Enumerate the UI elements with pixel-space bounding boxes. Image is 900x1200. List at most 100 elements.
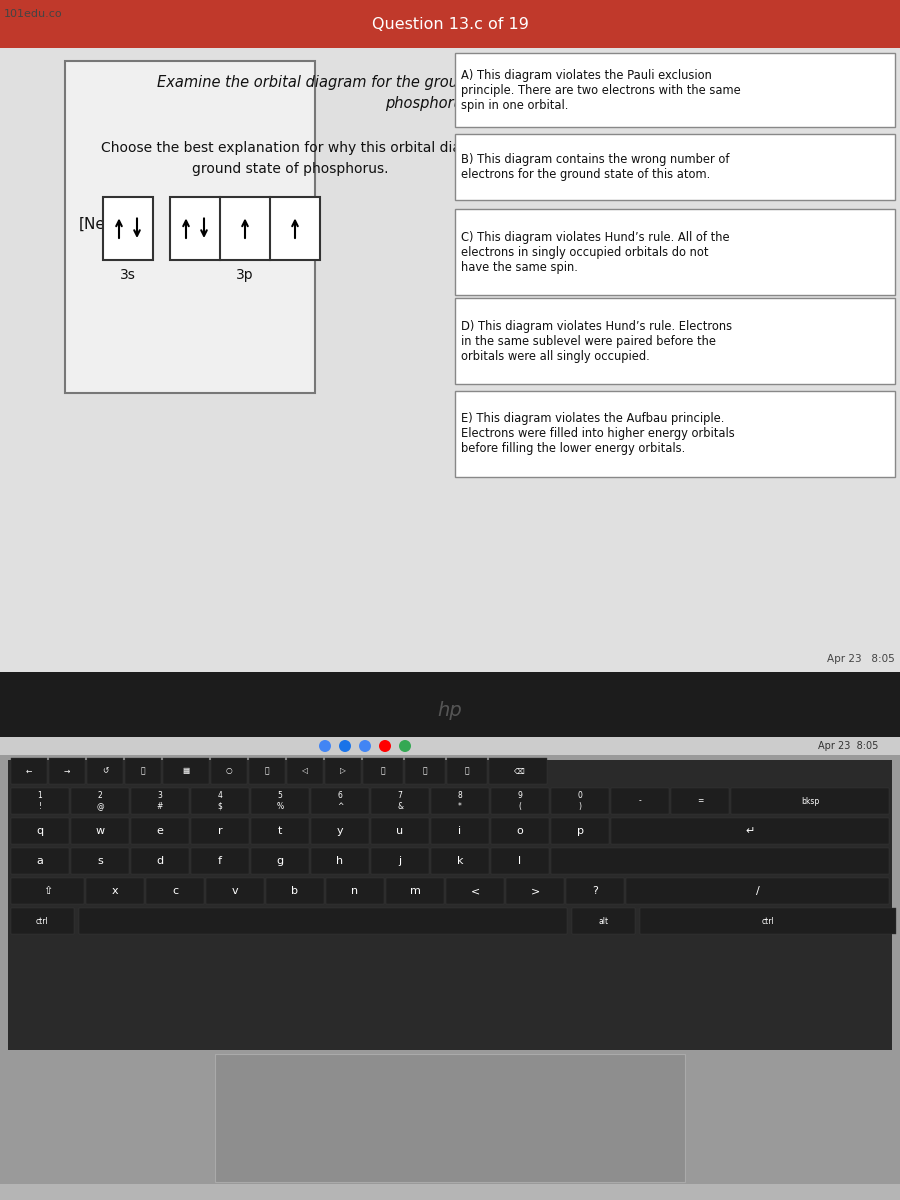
- Bar: [455, 53, 895, 127]
- Text: 3p: 3p: [236, 268, 254, 282]
- Circle shape: [319, 740, 331, 752]
- Text: -: -: [639, 797, 642, 805]
- Circle shape: [379, 740, 391, 752]
- Bar: [371, 848, 429, 874]
- Bar: [431, 848, 489, 874]
- Bar: [11, 818, 69, 844]
- Bar: [386, 878, 444, 904]
- Bar: [249, 758, 285, 784]
- Text: ↺: ↺: [102, 767, 108, 775]
- Bar: [455, 134, 895, 200]
- Bar: [431, 788, 489, 814]
- Bar: [11, 758, 47, 784]
- Bar: [371, 788, 429, 814]
- Text: B) This diagram contains the wrong number of
electrons for the ground state of t: B) This diagram contains the wrong numbe…: [461, 154, 730, 181]
- Bar: [405, 758, 445, 784]
- Text: g: g: [276, 856, 284, 866]
- Text: 4
$: 4 $: [218, 791, 222, 811]
- Bar: [11, 878, 84, 904]
- Bar: [206, 878, 264, 904]
- Text: t: t: [278, 826, 283, 836]
- Bar: [131, 818, 189, 844]
- Bar: [551, 818, 609, 844]
- Text: l: l: [518, 856, 522, 866]
- Bar: [611, 788, 669, 814]
- Bar: [626, 878, 889, 904]
- Bar: [8, 760, 892, 1050]
- Text: k: k: [456, 856, 464, 866]
- Bar: [371, 818, 429, 844]
- Bar: [251, 788, 309, 814]
- Bar: [163, 758, 209, 784]
- Bar: [266, 878, 324, 904]
- Text: >: >: [530, 886, 540, 896]
- Text: o: o: [517, 826, 524, 836]
- Text: ⌫: ⌫: [513, 767, 524, 775]
- Text: i: i: [458, 826, 462, 836]
- Text: 🔊: 🔊: [423, 767, 428, 775]
- Bar: [191, 848, 249, 874]
- Bar: [311, 788, 369, 814]
- Bar: [671, 788, 729, 814]
- Circle shape: [399, 740, 411, 752]
- Bar: [287, 758, 323, 784]
- Text: D) This diagram violates Hund’s rule. Electrons
in the same sublevel were paired: D) This diagram violates Hund’s rule. El…: [461, 319, 732, 362]
- Circle shape: [359, 740, 371, 752]
- Text: A) This diagram violates the Pauli exclusion
principle. There are two electrons : A) This diagram violates the Pauli exclu…: [461, 68, 741, 112]
- Text: Apr 23   8:05: Apr 23 8:05: [827, 654, 895, 665]
- Text: ▷: ▷: [340, 767, 346, 775]
- Text: Examine the orbital diagram for the ground state electron configuration of: Examine the orbital diagram for the grou…: [157, 74, 703, 90]
- Circle shape: [339, 740, 351, 752]
- Bar: [551, 848, 889, 874]
- Bar: [87, 758, 123, 784]
- Text: →: →: [64, 767, 70, 775]
- Bar: [489, 758, 547, 784]
- Bar: [491, 848, 549, 874]
- Text: 5
%: 5 %: [276, 791, 284, 811]
- Text: 6
^: 6 ^: [337, 791, 343, 811]
- Bar: [325, 758, 361, 784]
- Bar: [146, 878, 204, 904]
- Text: p: p: [577, 826, 583, 836]
- Text: c: c: [172, 886, 178, 896]
- Text: =: =: [697, 797, 703, 805]
- Bar: [131, 848, 189, 874]
- Bar: [79, 908, 567, 934]
- Text: Question 13.c of 19: Question 13.c of 19: [372, 17, 528, 31]
- Text: phosphorus.: phosphorus.: [385, 96, 475, 112]
- Text: h: h: [337, 856, 344, 866]
- Bar: [131, 788, 189, 814]
- Bar: [566, 878, 624, 904]
- Bar: [447, 758, 487, 784]
- Text: 🔊: 🔊: [464, 767, 469, 775]
- Text: v: v: [231, 886, 239, 896]
- Bar: [431, 818, 489, 844]
- Text: <: <: [471, 886, 480, 896]
- Bar: [326, 878, 384, 904]
- Text: ◁: ◁: [302, 767, 308, 775]
- Text: 3s: 3s: [120, 268, 136, 282]
- Bar: [731, 788, 889, 814]
- Text: alt: alt: [598, 917, 608, 925]
- Text: x: x: [112, 886, 118, 896]
- Text: j: j: [399, 856, 401, 866]
- Text: ?: ?: [592, 886, 598, 896]
- Bar: [491, 788, 549, 814]
- Text: f: f: [218, 856, 222, 866]
- Text: E) This diagram violates the Aufbau principle.
Electrons were filled into higher: E) This diagram violates the Aufbau prin…: [461, 412, 734, 455]
- Bar: [11, 908, 74, 934]
- Text: 🔉: 🔉: [381, 767, 385, 775]
- Text: s: s: [97, 856, 103, 866]
- Bar: [455, 209, 895, 295]
- Text: b: b: [292, 886, 299, 896]
- Bar: [0, 672, 900, 738]
- Bar: [311, 818, 369, 844]
- Bar: [572, 908, 635, 934]
- Bar: [363, 758, 403, 784]
- Text: 101edu.co: 101edu.co: [4, 8, 63, 19]
- Text: [Ne]: [Ne]: [79, 217, 112, 232]
- Text: ▦: ▦: [183, 767, 190, 775]
- Bar: [191, 818, 249, 844]
- Bar: [506, 878, 564, 904]
- Bar: [491, 818, 549, 844]
